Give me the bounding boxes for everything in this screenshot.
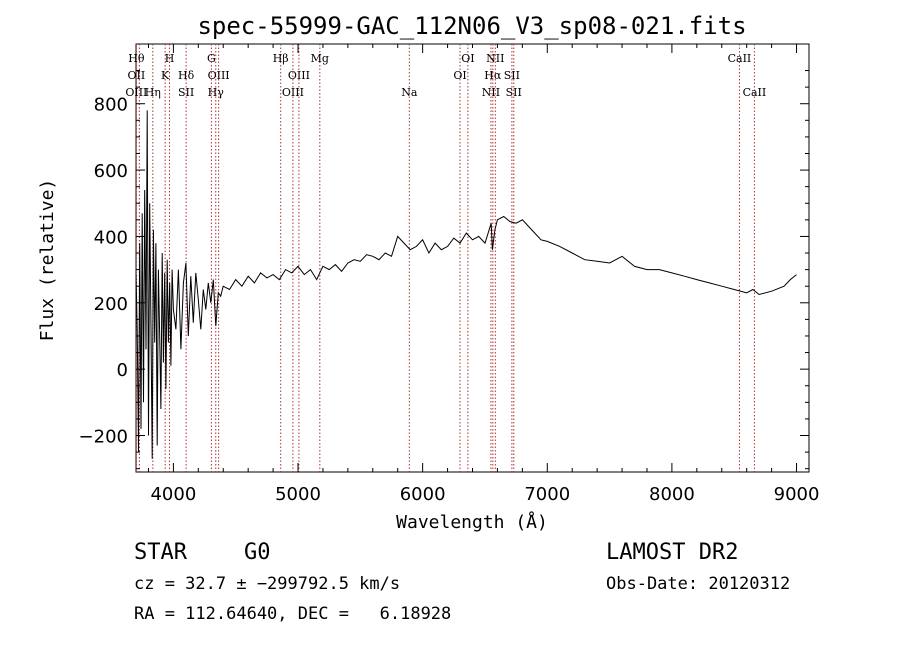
spectral-line-label: CaII xyxy=(743,86,767,99)
y-axis-label: Flux (relative) xyxy=(37,179,58,342)
class-label: STAR xyxy=(134,540,187,565)
x-axis-ticks: 4000 5000 6000 7000 8000 9000 xyxy=(147,44,820,505)
y-tick-label: 0 xyxy=(117,360,128,381)
spectral-line-label: H xyxy=(165,52,175,65)
spectral-line-label: SII xyxy=(506,86,522,99)
spectral-line-label: Hδ xyxy=(178,69,195,82)
x-tick-label: 9000 xyxy=(774,484,820,505)
spectral-line-label: OIII xyxy=(208,69,230,82)
spectral-line-label: OIII xyxy=(125,86,147,99)
spectral-line-label: Hα xyxy=(484,69,502,82)
spectral-line-label: OI xyxy=(461,52,474,65)
spectral-line-label: Hη xyxy=(145,86,161,99)
spectral-line-markers xyxy=(135,44,755,472)
spectral-line-labels: HθOIIOIIIHηKHHδSIIGHγOIIIHβOIIIOIIIMgNaO… xyxy=(125,52,766,99)
spectral-line-label: K xyxy=(161,69,170,82)
radec-line: RA = 112.64640, DEC = 6.18928 xyxy=(134,604,452,624)
x-tick-label: 8000 xyxy=(649,484,695,505)
spectral-line-label: OIII xyxy=(282,86,304,99)
spectral-line-label: NII xyxy=(486,52,504,65)
x-tick-label: 7000 xyxy=(524,484,570,505)
x-axis-label: Wavelength (Å) xyxy=(396,511,548,533)
spectral-line-label: G xyxy=(207,52,216,65)
y-tick-label: −200 xyxy=(79,427,128,448)
survey-label: LAMOST DR2 xyxy=(606,540,739,565)
spectral-line-label: CaII xyxy=(728,52,752,65)
spectral-line-label: OI xyxy=(453,69,466,82)
y-tick-label: 800 xyxy=(94,95,128,116)
spectral-line-label: Hβ xyxy=(273,52,289,65)
chart-title: spec-55999-GAC_112N06_V3_sp08-021.fits xyxy=(197,12,746,40)
spectral-line-label: Hθ xyxy=(128,52,145,65)
redshift-line: cz = 32.7 ± −299792.5 km/s xyxy=(134,574,401,594)
spectrum-line xyxy=(135,110,797,459)
spectral-line-label: NII xyxy=(482,86,500,99)
plot-frame xyxy=(135,43,810,473)
x-tick-label: 5000 xyxy=(275,484,321,505)
x-tick-label: 4000 xyxy=(150,484,196,505)
spectral-line-label: OIII xyxy=(288,69,310,82)
spectral-line-label: Hγ xyxy=(208,86,225,99)
spectral-line-label: SII xyxy=(504,69,520,82)
x-tick-label: 6000 xyxy=(400,484,446,505)
y-tick-label: 400 xyxy=(94,227,128,248)
spectral-line-label: Na xyxy=(401,86,418,99)
obs-date: Obs-Date: 20120312 xyxy=(606,574,791,594)
y-tick-label: 200 xyxy=(94,294,128,315)
spectral-line-label: OII xyxy=(128,69,146,82)
y-tick-label: 600 xyxy=(94,161,128,182)
spectral-line-label: Mg xyxy=(311,52,329,65)
y-axis-ticks: −200 0 200 400 600 800 xyxy=(79,70,809,470)
spectral-line-label: SII xyxy=(178,86,194,99)
subclass-label: G0 xyxy=(244,540,271,565)
